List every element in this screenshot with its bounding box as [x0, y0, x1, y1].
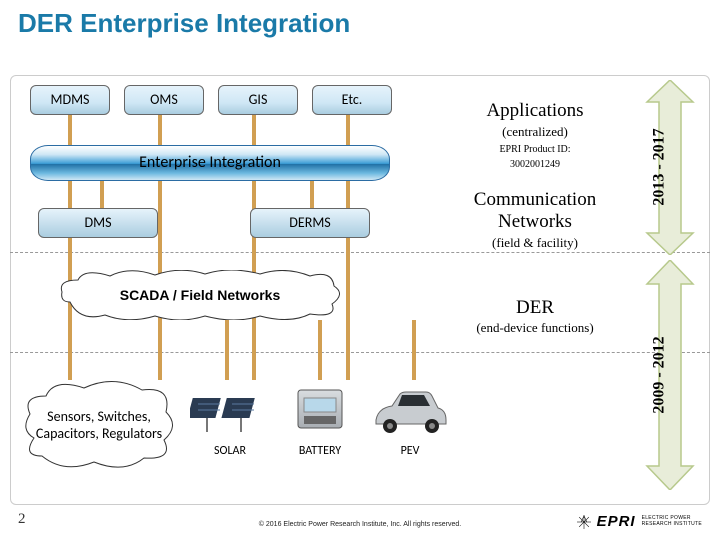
connector-line	[412, 320, 416, 380]
battery-icon	[280, 380, 360, 440]
derms-box: DERMS	[250, 208, 370, 238]
timeline-arrows: 2013 - 2017 2009 - 2012	[643, 80, 698, 510]
solar-icon	[190, 380, 270, 440]
battery-label: BATTERY	[280, 444, 360, 458]
device-pev: PEV	[370, 380, 450, 458]
communication-title-2: Networks	[450, 211, 620, 233]
sensors-cloud: Sensors, Switches, Capacitors, Regulator…	[24, 380, 174, 470]
device-battery: BATTERY	[280, 380, 360, 458]
period-label-top: 2013 - 2017	[651, 128, 669, 205]
solar-label: SOLAR	[190, 444, 270, 458]
system-box-mdms: MDMS	[30, 85, 110, 115]
der-title: DER	[450, 297, 620, 319]
applications-title: Applications	[450, 100, 620, 122]
der-block: DER (end-device functions)	[450, 297, 620, 337]
scada-field-networks-cloud: SCADA / Field Networks	[60, 270, 340, 320]
system-box-oms: OMS	[124, 85, 204, 115]
dms-box: DMS	[38, 208, 158, 238]
period-arrow-bottom: 2009 - 2012	[643, 260, 698, 490]
pev-icon	[370, 380, 450, 440]
top-system-row: MDMS OMS GIS Etc.	[30, 85, 392, 115]
sensors-label: Sensors, Switches, Capacitors, Regulator…	[28, 384, 170, 466]
applications-sub: (centralized)	[450, 124, 620, 140]
communication-title-1: Communication	[450, 189, 620, 211]
pev-label: PEV	[370, 444, 450, 458]
device-solar: SOLAR	[190, 380, 270, 458]
system-box-etc: Etc.	[312, 85, 392, 115]
connector-line	[318, 320, 322, 380]
epri-product-id-label: EPRI Product ID:	[450, 144, 620, 156]
period-arrow-top: 2013 - 2017	[643, 80, 698, 255]
right-descriptions: Applications (centralized) EPRI Product …	[450, 100, 620, 354]
epri-logo-text: EPRI	[597, 513, 636, 530]
connector-line	[225, 320, 229, 380]
epri-logo: EPRI ELECTRIC POWER RESEARCH INSTITUTE	[577, 513, 702, 530]
der-sub: (end-device functions)	[450, 320, 620, 336]
epri-logo-sub2: RESEARCH INSTITUTE	[642, 522, 702, 527]
scada-label: SCADA / Field Networks	[60, 270, 340, 320]
slide-title: DER Enterprise Integration	[18, 8, 350, 39]
enterprise-integration-bar: Enterprise Integration	[30, 145, 390, 181]
epri-burst-icon	[577, 515, 591, 529]
communication-sub: (field & facility)	[450, 235, 620, 251]
communication-block: Communication Networks (field & facility…	[450, 189, 620, 251]
applications-block: Applications (centralized) EPRI Product …	[450, 100, 620, 171]
system-box-gis: GIS	[218, 85, 298, 115]
period-label-bottom: 2009 - 2012	[651, 336, 669, 413]
epri-product-id-value: 3002001249	[450, 159, 620, 171]
